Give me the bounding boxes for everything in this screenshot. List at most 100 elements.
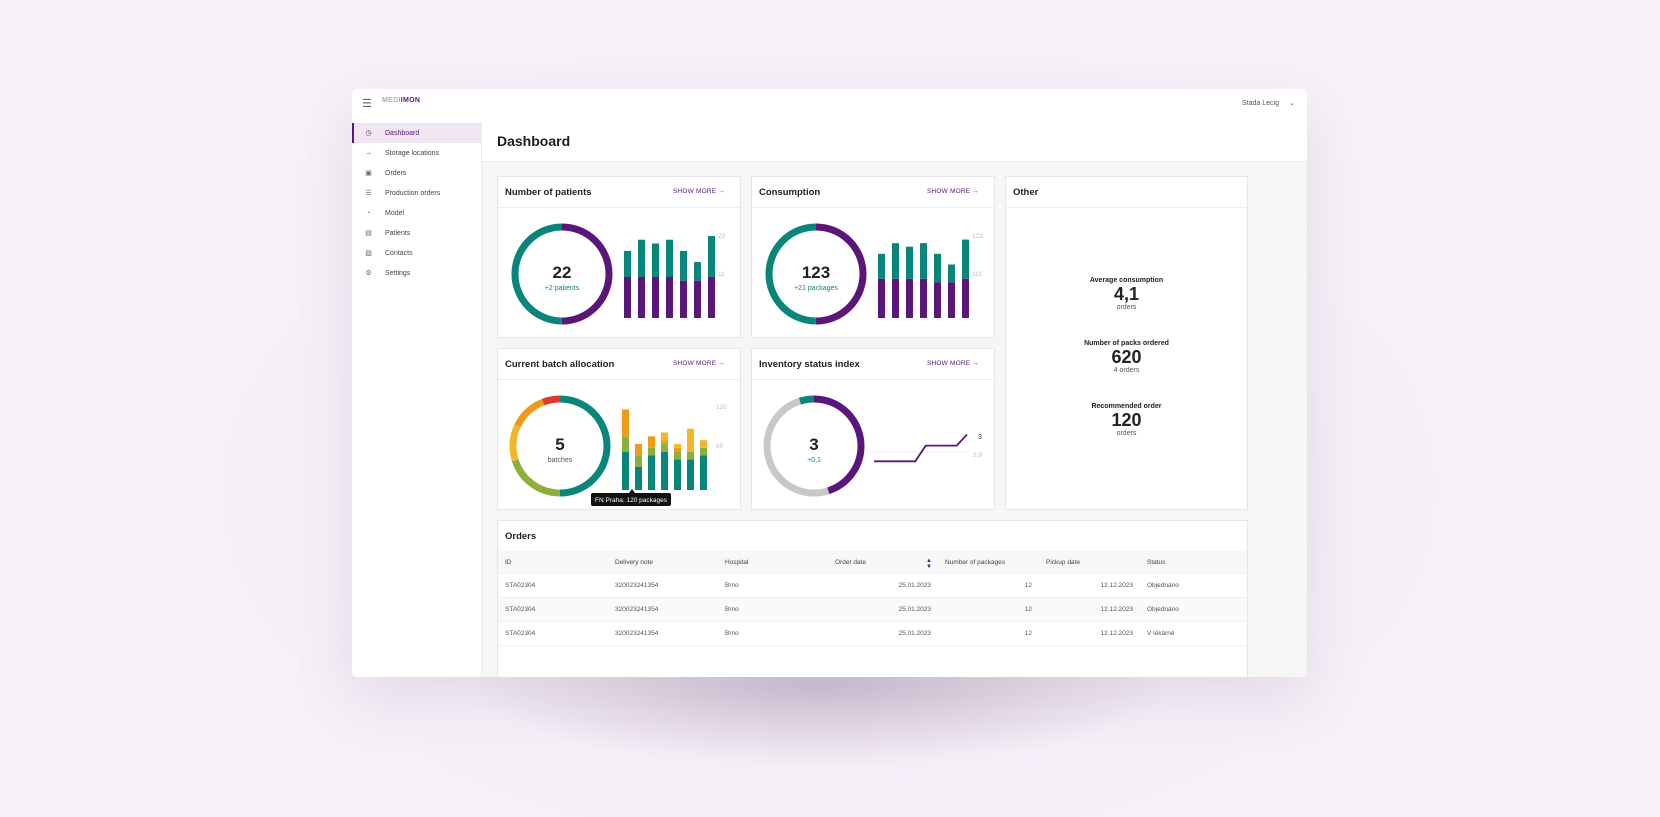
bar-base	[906, 278, 913, 318]
stat-value: 620	[1111, 347, 1142, 367]
list-icon: ☰	[365, 190, 372, 197]
gear-icon: ⚙	[365, 270, 372, 277]
patients-chart: 22 +2 patients 22 11	[511, 223, 726, 325]
sidebar-item-production-orders[interactable]: ☰ Production orders	[352, 183, 481, 203]
bar-segment	[648, 455, 655, 490]
orders-card: Orders ID Delivery note Hospital Order d…	[497, 520, 1248, 677]
column-header[interactable]: Status	[1147, 558, 1166, 566]
bar-base	[934, 282, 941, 318]
table-cell: Objednáno	[1147, 606, 1179, 613]
bar-top	[694, 262, 701, 281]
table-cell: STA02304	[505, 630, 536, 637]
batch-chart: 5 batches 120 60 FN Praha: 120 packages	[509, 395, 727, 506]
kpi-value: 3	[809, 435, 818, 454]
hamburger-menu-icon[interactable]: ☰	[362, 98, 372, 110]
table-row[interactable]: STA02304 320023241354 Brno 25.01.2023 12 12.1…	[498, 622, 1247, 646]
inventory-chart: 3 +0,1 3 2,9	[763, 395, 982, 497]
sidebar-item-dashboard[interactable]: ◷ Dashboard	[352, 123, 481, 143]
donut-segment	[763, 395, 865, 497]
bar-segment	[674, 444, 681, 448]
bar-base	[878, 278, 885, 318]
sidebar-item-patients[interactable]: ▤ Patients	[352, 223, 481, 243]
sidebar-item-label: Settings	[385, 269, 411, 277]
sidebar-item-label: Production orders	[385, 189, 441, 197]
top-bar: ☰ MEDIIMON Stada Lecig ⌄	[352, 89, 1307, 121]
sidebar-item-model[interactable]: ◔ Model	[352, 203, 481, 223]
show-more-link[interactable]: SHOW MORE →	[926, 360, 979, 367]
card-title: Number of patients	[505, 187, 592, 198]
bar-base	[920, 278, 927, 318]
column-header[interactable]: Number of packages	[945, 558, 1005, 566]
sidebar-item-label: Storage locations	[385, 149, 440, 157]
chevron-down-icon[interactable]: ⌄	[1289, 100, 1295, 107]
table-cell: 320023241354	[615, 606, 659, 613]
bar-top	[624, 250, 631, 277]
bar-segment	[622, 409, 629, 437]
card-title: Inventory status index	[759, 359, 860, 370]
column-header[interactable]: Pickup date	[1046, 558, 1080, 566]
bar-segment	[661, 451, 668, 490]
stat-value: 120	[1111, 410, 1142, 430]
sidebar-item-label: Dashboard	[385, 129, 420, 137]
bar-base	[638, 277, 645, 318]
column-header[interactable]: ID	[505, 558, 512, 566]
table-cell: 320023241354	[615, 630, 659, 637]
table-cell: Brno	[725, 606, 739, 613]
bar-segment	[648, 447, 655, 456]
bar-base	[708, 277, 715, 318]
table-row[interactable]: STA02304 320023241354 Brno 25.01.2023 12 12.1…	[498, 574, 1247, 598]
recommended-order-stat: Recommended order 120 orders	[1006, 403, 1247, 437]
tooltip-box	[591, 493, 671, 506]
show-more-link[interactable]: SHOW MORE →	[672, 360, 725, 367]
bar-base	[948, 282, 955, 318]
bar-top	[878, 253, 885, 279]
donut-segment	[765, 223, 867, 325]
show-more-link[interactable]: SHOW MORE →	[672, 188, 725, 195]
bar-top	[906, 246, 913, 279]
sidebar-item-orders[interactable]: ▣ Orders	[352, 163, 481, 183]
table-cell: V lékárně	[1147, 630, 1175, 637]
user-name[interactable]: Stada Lecig	[1242, 100, 1279, 107]
sidebar: ◷ Dashboard ⨼ Storage locations ▣ Orders ☰ Prod…	[352, 121, 482, 677]
axis-tick-label: 60	[716, 443, 724, 450]
column-header-order-date[interactable]: Order date ▲ ▼	[828, 558, 938, 570]
bar-segment	[687, 451, 694, 460]
packs-ordered-stat: Number of packs ordered 620 4 orders	[1006, 340, 1247, 374]
axis-tick-label: 123	[972, 233, 983, 240]
kpi-value: 5	[555, 435, 564, 454]
average-consumption-stat: Average consumption 4,1 orders	[1006, 277, 1247, 311]
bar-top	[934, 253, 941, 283]
table-cell: Objednáno	[1147, 582, 1179, 589]
donut-segment	[509, 395, 611, 497]
bar-top	[666, 239, 673, 277]
show-more-link[interactable]: SHOW MORE →	[926, 188, 979, 195]
column-header[interactable]: Delivery note	[615, 558, 653, 566]
table-cell: 12	[1024, 606, 1032, 613]
kpi-value: 22	[553, 263, 572, 282]
consumption-chart: 123 +21 packages 123 111	[765, 223, 983, 325]
sidebar-item-storage-locations[interactable]: ⨼ Storage locations	[352, 143, 481, 163]
bar-segment	[635, 455, 642, 467]
bar-segment	[687, 459, 694, 490]
logo[interactable]: MEDIIMON	[382, 97, 421, 104]
table-cell: 12	[1024, 630, 1032, 637]
chart-icon: ⨼	[366, 149, 371, 156]
sort-descending-icon[interactable]: ▲ ▼	[926, 557, 932, 570]
sidebar-item-label: Orders	[385, 169, 407, 177]
main-content: Dashboard Number of patients SHOW MORE →…	[482, 121, 1307, 677]
bar-segment	[622, 436, 629, 452]
bar-top	[652, 243, 659, 277]
bar-top	[708, 236, 715, 277]
sidebar-item-settings[interactable]: ⚙ Settings	[352, 263, 481, 283]
stat-label: Recommended order	[1091, 403, 1162, 410]
bar-segment	[700, 455, 707, 490]
table-header-row: ID Delivery note Hospital Order date ▲ ▼ N…	[498, 551, 1247, 574]
consumption-card: Consumption SHOW MORE → 123 +21 packages 1…	[751, 176, 995, 338]
bar-top	[948, 264, 955, 283]
table-row[interactable]: STA02304 320023241354 Brno 25.01.2023 12 12.1…	[498, 598, 1247, 622]
table-cell: 12.12.2023	[1100, 606, 1133, 613]
axis-tick-label: 22	[718, 233, 726, 240]
sidebar-item-contacts[interactable]: ▧ Contacts	[352, 243, 481, 263]
column-header-label: Order date	[835, 558, 867, 566]
column-header[interactable]: Hospital	[725, 558, 749, 566]
